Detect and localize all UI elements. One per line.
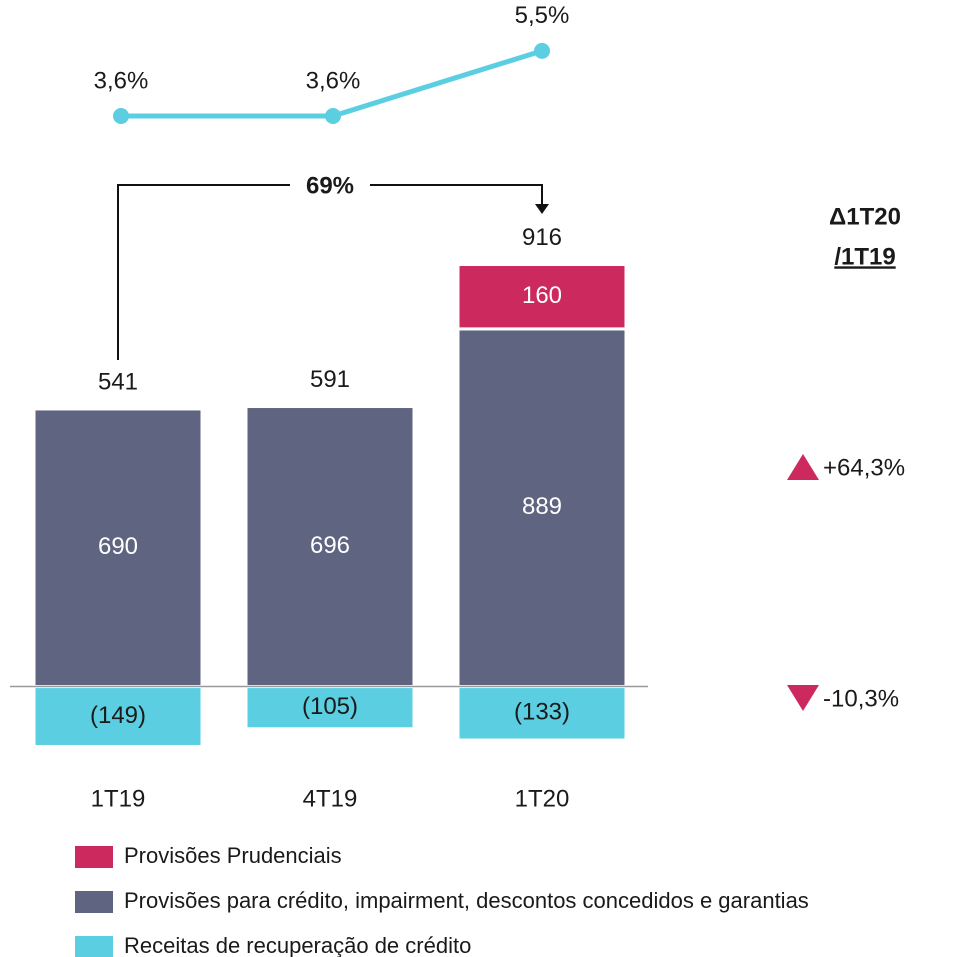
- bracket: [117, 184, 543, 360]
- bar-segment: [244, 405, 416, 689]
- data-label: 690: [98, 533, 138, 560]
- change-arrow: [787, 454, 819, 480]
- change-label: -10,3%: [823, 685, 899, 712]
- legend-swatch: [75, 846, 113, 868]
- line-point: [325, 108, 341, 124]
- bar-segment: [456, 327, 628, 689]
- total-label: 541: [98, 368, 138, 395]
- line-label: 5,5%: [515, 2, 570, 29]
- legend-label: Provisões Prudenciais: [124, 843, 342, 868]
- legend-label: Provisões para crédito, impairment, desc…: [124, 888, 809, 913]
- x-tick-label: 1T20: [515, 785, 570, 812]
- total-label: 916: [522, 224, 562, 251]
- line-point: [113, 108, 129, 124]
- data-label: 696: [310, 532, 350, 559]
- bar-segment: [456, 263, 628, 331]
- legend-swatch: [75, 936, 113, 957]
- bar-segment: [244, 685, 416, 731]
- change-label: +64,3%: [823, 454, 905, 481]
- legend-label: Receitas de recuperação de crédito: [124, 933, 471, 957]
- line-point: [534, 42, 550, 59]
- bracket-arrow: [535, 204, 549, 214]
- data-label: (105): [302, 693, 358, 720]
- data-label: 889: [522, 493, 562, 520]
- bar-segment: [32, 407, 204, 689]
- data-label: 160: [522, 282, 562, 309]
- data-label: (133): [514, 699, 570, 726]
- annotation: 69%: [306, 172, 354, 199]
- x-tick-label: 1T19: [91, 785, 146, 812]
- change-header: /1T19: [834, 243, 895, 270]
- legend-swatch: [75, 891, 113, 913]
- change-arrow: [787, 685, 819, 711]
- line-label: 3,6%: [94, 67, 149, 94]
- data-label: (149): [90, 702, 146, 729]
- x-tick-label: 4T19: [303, 785, 358, 812]
- line-label: 3,6%: [306, 67, 361, 94]
- bar-segment: [32, 685, 204, 748]
- change-header: Δ1T20: [829, 203, 901, 230]
- total-label: 591: [310, 366, 350, 393]
